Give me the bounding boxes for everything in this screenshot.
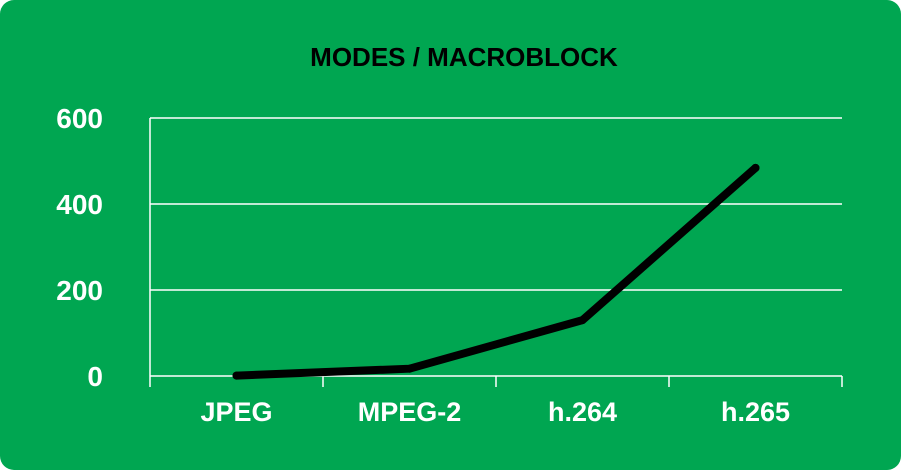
x-tick-label: MPEG-2 — [358, 397, 462, 427]
data-point — [578, 316, 587, 325]
x-tick-label: h.265 — [721, 397, 790, 427]
data-point — [405, 364, 414, 373]
y-tick-label: 200 — [56, 275, 103, 306]
y-tick-labels: 0 200 400 600 — [56, 103, 103, 392]
y-tick-label: 400 — [56, 189, 103, 220]
x-tick-labels: JPEG MPEG-2 h.264 h.265 — [200, 397, 790, 427]
grid-lines — [150, 117, 842, 291]
x-tick-label: h.264 — [548, 397, 617, 427]
y-tick-label: 600 — [56, 103, 103, 134]
data-point — [232, 371, 241, 380]
y-tick-label: 0 — [87, 361, 103, 392]
data-point — [751, 163, 760, 172]
chart-title: MODES / MACROBLOCK — [310, 42, 618, 72]
series-lines — [232, 163, 760, 380]
series-line — [232, 163, 760, 380]
x-tick-label: JPEG — [200, 397, 272, 427]
